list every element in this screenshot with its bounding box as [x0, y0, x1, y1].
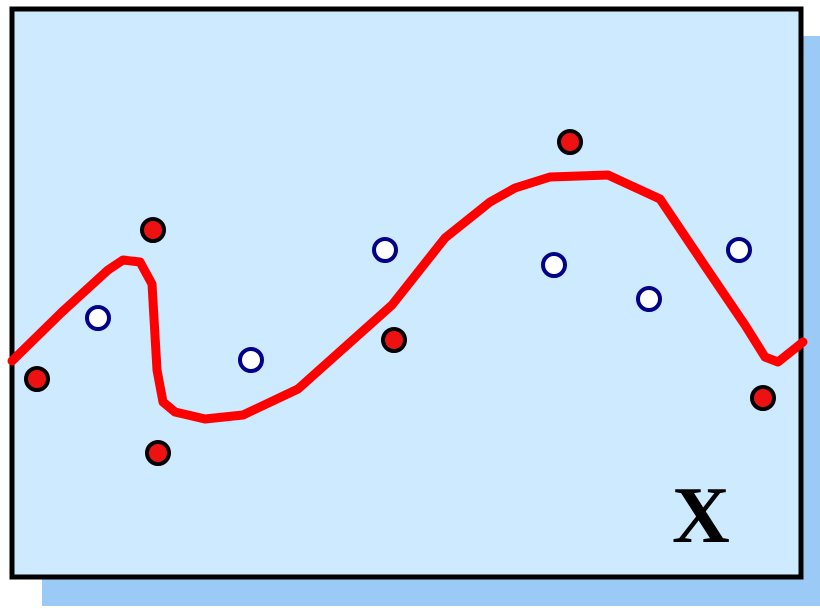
decision-boundary-curve — [7, 170, 808, 424]
filled-point — [750, 385, 776, 411]
hollow-point — [238, 347, 264, 373]
filled-point — [140, 217, 166, 243]
hollow-point — [726, 237, 752, 263]
filled-point — [557, 129, 583, 155]
region-label-x: X — [672, 472, 730, 560]
hollow-point — [636, 286, 662, 312]
filled-point — [145, 440, 171, 466]
filled-point — [381, 327, 407, 353]
hollow-points-group — [85, 237, 752, 373]
hollow-point — [372, 237, 398, 263]
hollow-point — [85, 305, 111, 331]
filled-point — [24, 366, 50, 392]
hollow-point — [541, 252, 567, 278]
filled-points-group — [24, 129, 776, 466]
